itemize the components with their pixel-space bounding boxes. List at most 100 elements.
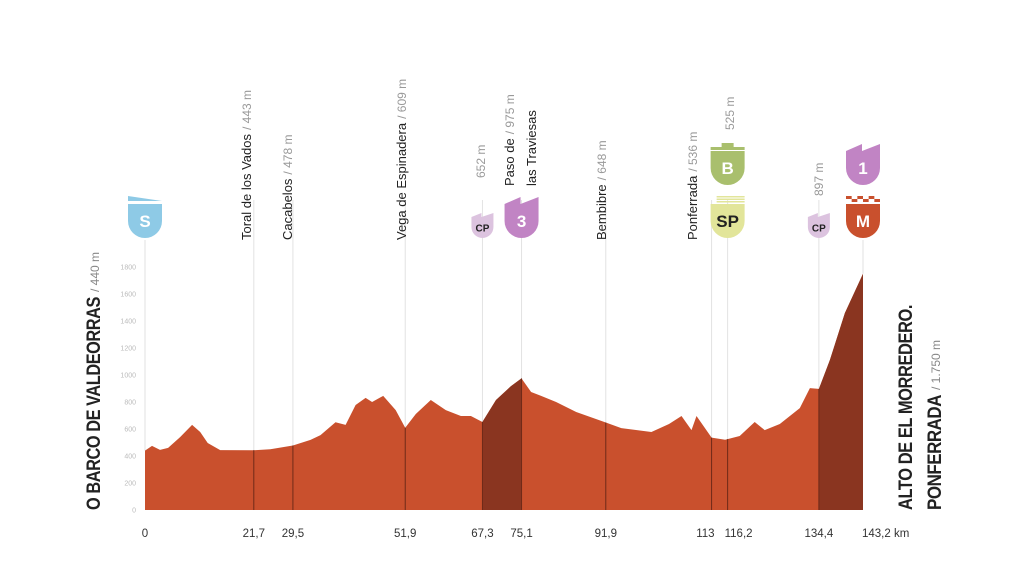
flag-icon — [128, 196, 162, 201]
waypoint-label: Paso de / 975 m las Traviesas — [502, 94, 539, 186]
waypoint-altitude: / 478 m — [281, 135, 295, 175]
waypoint-name-text: Toral de los Vados — [239, 134, 254, 240]
waypoint-name: Cacabelos / 478 m — [280, 135, 295, 240]
finish-label: ALTO DE EL MORREDERO. PONFERRADA / 1.750… — [896, 305, 946, 510]
mountain-cap-icon — [471, 213, 494, 217]
waypoint-label: Ponferrada / 536 m — [685, 132, 700, 240]
badge-shield — [846, 204, 880, 238]
checkered-flag-icon — [846, 196, 852, 199]
waypoint-name: Paso de / 975 m — [502, 94, 517, 186]
checkered-flag-icon — [851, 199, 858, 202]
badge-shield — [504, 204, 539, 238]
x-tick-label: 75,1 — [510, 528, 532, 540]
waypoint-name: Vega de Espinadera / 609 m — [394, 79, 409, 240]
checkered-flag-icon — [857, 196, 863, 199]
x-tick-label: 21,7 — [243, 528, 265, 540]
waypoint-altitude: 897 m — [812, 163, 826, 196]
climb-segment-fill — [818, 273, 863, 510]
y-axis: 0 200 400 600 800 1000 1200 1400 1600 1800 — [120, 265, 136, 515]
x-tick-label: 116,2 — [725, 528, 753, 540]
y-tick-label: 1000 — [120, 373, 136, 380]
badge-b: B — [710, 143, 745, 185]
badge-label: 3 — [517, 212, 526, 231]
waypoint-name: 897 m — [812, 163, 826, 196]
waypoint-name-text: Ponferrada — [685, 175, 700, 240]
waypoint-label: 525 m — [723, 97, 737, 130]
badge-label: 1 — [858, 159, 867, 178]
x-tick-label: 29,5 — [282, 528, 304, 540]
finish-name-2: PONFERRADA — [925, 394, 946, 510]
badges: S CP 3 B SP CP 1 M — [128, 143, 880, 238]
x-tick-label: 113 — [696, 528, 714, 540]
waypoint-name: Bembibre / 648 m — [594, 140, 609, 240]
badge-3: 3 — [504, 197, 539, 238]
y-tick-label: 1200 — [120, 346, 136, 353]
waypoint-altitude: / 443 m — [240, 90, 254, 130]
waypoint-altitude: / 975 m — [503, 94, 517, 134]
bonus-cap-icon — [710, 147, 745, 150]
finish-altitude: / 1.750 m — [929, 340, 943, 390]
x-tick-label: 91,9 — [595, 528, 617, 540]
finish-name: ALTO DE EL MORREDERO. — [896, 305, 917, 510]
profile-area — [145, 273, 863, 510]
waypoint-name-text: Cacabelos — [280, 178, 295, 240]
waypoint-altitude: / 609 m — [395, 79, 409, 119]
y-tick-label: 600 — [124, 427, 136, 434]
waypoint-name-2: las Traviesas — [524, 110, 539, 186]
checkered-flag-icon — [874, 199, 880, 202]
waypoint-altitude: 525 m — [723, 97, 737, 130]
badge-shield — [128, 204, 162, 238]
badge-shield — [710, 151, 745, 185]
x-tick-label: 0 — [142, 528, 148, 540]
y-tick-label: 400 — [124, 454, 136, 461]
badge-label: SP — [716, 212, 739, 231]
x-tick-label: 51,9 — [394, 528, 416, 540]
mountain-cap-icon — [807, 213, 830, 217]
badge-sp: SP — [710, 196, 745, 238]
start-name: O BARCO DE VALDEORRAS — [84, 297, 105, 510]
x-tick-label: 143,2 km — [862, 528, 909, 540]
waypoint-name-text: Bembibre — [594, 184, 609, 240]
y-tick-label: 800 — [124, 400, 136, 407]
waypoint-label: Vega de Espinadera / 609 m — [394, 79, 409, 240]
y-tick-label: 0 — [132, 508, 136, 515]
waypoint-name-text: Vega de Espinadera — [394, 122, 409, 240]
start-altitude: / 440 m — [88, 252, 102, 292]
badge-label: S — [139, 212, 150, 231]
checkered-flag-icon — [868, 196, 875, 199]
x-tick-label: 134,4 — [804, 528, 833, 540]
badge-shield — [807, 217, 830, 238]
badge-label: CP — [475, 224, 489, 235]
y-tick-label: 1400 — [120, 319, 136, 326]
sprint-lines-icon — [716, 198, 745, 200]
waypoint-name: 652 m — [474, 145, 488, 178]
sprint-lines-icon — [716, 201, 745, 203]
waypoint-altitude: 652 m — [474, 145, 488, 178]
start-label: O BARCO DE VALDEORRAS / 440 m — [84, 252, 105, 510]
waypoint-label: Bembibre / 648 m — [594, 140, 609, 240]
badge-label: B — [721, 159, 733, 178]
badge-1: 1 — [846, 144, 880, 185]
badge-shield — [846, 151, 880, 185]
y-tick-label: 1600 — [120, 292, 136, 299]
badge-label: CP — [812, 224, 826, 235]
profile-fill — [145, 273, 863, 510]
y-tick-label: 200 — [124, 481, 136, 488]
waypoint-name-text: Paso de — [502, 138, 517, 186]
waypoint-label: Cacabelos / 478 m — [280, 135, 295, 240]
waypoint-altitude: / 536 m — [686, 132, 700, 172]
waypoint-altitude: / 648 m — [595, 140, 609, 180]
y-tick-label: 1800 — [120, 265, 136, 272]
badge-s: S — [128, 196, 162, 238]
badge-shield — [710, 204, 745, 238]
climb-segment-fill — [482, 378, 522, 510]
waypoint-labels: Toral de los Vados / 443 m Cacabelos / 478 … — [239, 79, 826, 240]
badge-cp: CP — [471, 213, 494, 238]
badge-shield — [471, 217, 494, 238]
waypoint-label: 897 m — [812, 163, 826, 196]
sprint-lines-icon — [716, 196, 745, 198]
mountain-cap-icon — [846, 144, 880, 151]
waypoint-name: 525 m — [723, 97, 737, 130]
waypoint-label: 652 m — [474, 145, 488, 178]
